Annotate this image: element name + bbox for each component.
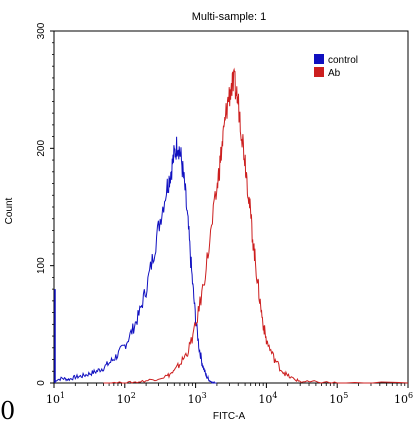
series-line-ab xyxy=(103,67,409,384)
legend-label-control: control xyxy=(328,55,358,66)
chart-title: Multi-sample: 1 xyxy=(192,11,267,23)
x-axis-label: FITC-A xyxy=(213,411,246,421)
series-layer xyxy=(53,67,409,384)
legend-swatch-ab xyxy=(314,67,324,77)
series-line-control xyxy=(53,136,217,384)
x-tick-label: 104 xyxy=(258,391,277,406)
y-axis-ticks: 0 100 200 300 xyxy=(36,22,54,386)
legend-label-ab: Ab xyxy=(328,68,341,79)
x-tick-label: 105 xyxy=(329,391,348,406)
stray-label: 0 xyxy=(0,397,15,421)
legend: control Ab xyxy=(314,54,358,79)
y-axis-label: Count xyxy=(4,197,15,224)
x-tick-label: 106 xyxy=(394,391,413,406)
x-tick-label: 101 xyxy=(46,391,65,406)
x-axis-ticks: 101 102 103 104 105 106 xyxy=(46,383,413,406)
y-tick-label: 0 xyxy=(36,380,47,386)
y-tick-label: 300 xyxy=(36,22,47,39)
x-tick-label: 102 xyxy=(117,391,136,406)
legend-swatch-control xyxy=(314,54,324,64)
x-tick-label: 103 xyxy=(188,391,207,406)
y-tick-label: 200 xyxy=(36,140,47,157)
y-tick-label: 100 xyxy=(36,257,47,274)
